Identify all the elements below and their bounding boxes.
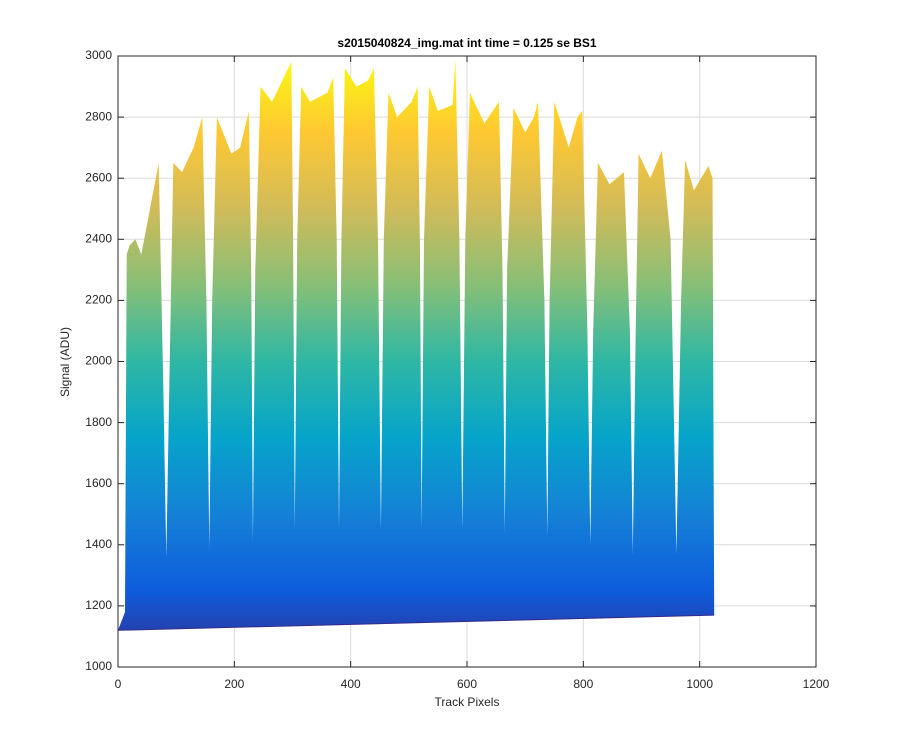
x-tick-label: 400 (341, 677, 361, 691)
axes-box (117, 55, 817, 668)
signal-area (118, 59, 715, 631)
x-tick-label: 600 (457, 677, 477, 691)
y-tick-label: 1400 (85, 537, 112, 551)
x-tick-label: 1200 (803, 677, 830, 691)
x-tick-label: 200 (224, 677, 244, 691)
y-tick-label: 2600 (85, 170, 112, 184)
y-tick-label: 2400 (85, 231, 112, 245)
y-tick-label: 2000 (85, 354, 112, 368)
y-tick-label: 2200 (85, 293, 112, 307)
y-tick-label: 1600 (85, 476, 112, 490)
signal-floor (117, 614, 715, 631)
y-tick-label: 1800 (85, 415, 112, 429)
chart-title: s2015040824_img.mat int time = 0.125 se … (337, 36, 596, 50)
x-tick-label: 0 (115, 677, 122, 691)
y-tick-label: 3000 (85, 48, 112, 62)
x-axis-label: Track Pixels (435, 695, 500, 709)
y-axis-label: Signal (ADU) (58, 327, 72, 397)
y-tick-label: 1000 (85, 659, 112, 673)
x-tick-label: 1000 (686, 677, 713, 691)
y-tick-label: 2800 (85, 109, 112, 123)
y-tick-label: 1200 (85, 598, 112, 612)
x-tick-label: 800 (573, 677, 593, 691)
